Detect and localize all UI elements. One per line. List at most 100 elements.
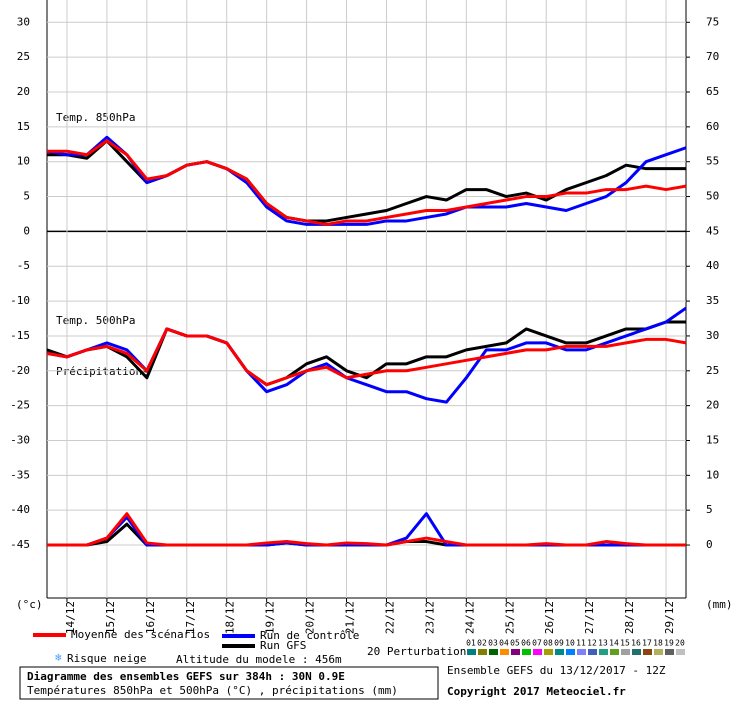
perturbation-number: 13	[598, 639, 608, 648]
info-title: Diagramme des ensembles GEFS sur 384h : …	[27, 670, 345, 683]
perturbation-swatch	[676, 649, 685, 655]
perturbation-number: 09	[554, 639, 564, 648]
y-tick-label: -35	[10, 468, 30, 481]
x-tick-label: 28/12	[623, 601, 636, 634]
legend-label: Run GFS	[260, 639, 306, 652]
perturbation-swatch	[467, 649, 476, 655]
copyright: Copyright 2017 Meteociel.fr	[447, 685, 626, 698]
perturbation-number: 08	[543, 639, 553, 648]
series-line	[46, 327, 687, 387]
y-tick-label: -10	[10, 294, 30, 307]
snow-label: Risque neige	[67, 652, 146, 665]
panel-label: Temp. 850hPa	[56, 111, 135, 124]
panel-label: Temp. 500hPa	[56, 314, 135, 327]
perturbation-swatch	[500, 649, 509, 655]
y-tick-label: 10	[17, 155, 30, 168]
x-tick-label: 20/12	[304, 601, 317, 634]
perturbation-swatch	[555, 649, 564, 655]
y2-unit: (mm)	[706, 598, 733, 611]
perturbation-swatch	[665, 649, 674, 655]
legend-label: Moyenne des scénarios	[71, 628, 210, 641]
perturbation-swatch	[599, 649, 608, 655]
perturbation-number: 12	[587, 639, 597, 648]
x-tick-label: 14/12	[64, 601, 77, 634]
y-tick-label: -15	[10, 329, 30, 342]
y2-tick-label: 15	[706, 433, 719, 446]
y2-tick-label: 40	[706, 259, 719, 272]
y-tick-label: 5	[23, 190, 30, 203]
info-box	[19, 666, 439, 700]
y2-tick-label: 70	[706, 50, 719, 63]
series-line	[47, 512, 686, 547]
y-tick-label: 25	[17, 50, 30, 63]
y-tick-label: 15	[17, 120, 30, 133]
y2-tick-label: 35	[706, 294, 719, 307]
perturbation-number: 05	[510, 639, 520, 648]
y2-tick-label: 60	[706, 120, 719, 133]
perturbation-number: 20	[675, 639, 685, 648]
y2-tick-label: 20	[706, 399, 719, 412]
series-line	[46, 320, 686, 387]
series-line	[47, 139, 687, 226]
x-tick-label: 18/12	[224, 601, 237, 634]
x-tick-label: 26/12	[543, 601, 556, 634]
y-tick-label: -30	[10, 433, 30, 446]
perturbation-swatch	[544, 649, 553, 655]
panel-label: Précipitations	[56, 365, 149, 378]
y-tick-label: 20	[17, 85, 30, 98]
x-tick-label: 21/12	[344, 601, 357, 634]
perturbation-number: 19	[664, 639, 674, 648]
perturbation-number: 03	[488, 639, 498, 648]
x-tick-label: 15/12	[104, 601, 117, 634]
perturbations-label: 20 Perturbations	[367, 645, 473, 658]
perturbation-swatch	[621, 649, 630, 655]
y-tick-label: 30	[17, 15, 30, 28]
x-tick-label: 22/12	[383, 601, 396, 634]
perturbation-number: 06	[521, 639, 531, 648]
perturbation-number: 01	[466, 639, 476, 648]
perturbation-number: 18	[653, 639, 663, 648]
perturbation-swatch	[588, 649, 597, 655]
y2-tick-label: 75	[706, 15, 719, 28]
perturbation-swatch	[610, 649, 619, 655]
x-tick-label: 16/12	[144, 601, 157, 634]
perturbation-swatch	[522, 649, 531, 655]
x-tick-label: 24/12	[463, 601, 476, 634]
altitude: Altitude du modele : 456m	[176, 653, 342, 666]
y-tick-label: -5	[17, 259, 30, 272]
y2-tick-label: 5	[706, 503, 713, 516]
perturbation-swatch	[654, 649, 663, 655]
y2-tick-label: 55	[706, 155, 719, 168]
perturbation-number: 17	[642, 639, 652, 648]
y-tick-label: -25	[10, 399, 30, 412]
info-subtitle: Températures 850hPa et 500hPa (°C) , pré…	[27, 684, 398, 697]
x-tick-label: 23/12	[423, 601, 436, 634]
run-info: Ensemble GEFS du 13/12/2017 - 12Z	[447, 664, 666, 677]
perturbation-number: 11	[576, 639, 586, 648]
perturbation-swatch	[533, 649, 542, 655]
y-unit: (°c)	[16, 598, 43, 611]
y2-tick-label: 0	[706, 538, 713, 551]
y2-tick-label: 65	[706, 85, 719, 98]
perturbation-number: 16	[631, 639, 641, 648]
perturbation-swatch	[478, 649, 487, 655]
y2-tick-label: 50	[706, 190, 719, 203]
perturbation-number: 10	[565, 639, 575, 648]
x-tick-label: 19/12	[264, 601, 277, 634]
perturbation-swatch	[566, 649, 575, 655]
y2-tick-label: 45	[706, 224, 719, 237]
legend-label: Run de contrôle	[260, 629, 359, 642]
perturbation-number: 14	[609, 639, 619, 648]
perturbation-number: 15	[620, 639, 630, 648]
perturbation-number: 07	[532, 639, 542, 648]
perturbation-swatch	[577, 649, 586, 655]
snow-icon: ❄	[55, 651, 62, 664]
x-tick-label: 27/12	[583, 601, 596, 634]
perturbation-swatch	[632, 649, 641, 655]
perturbation-swatch	[511, 649, 520, 655]
x-tick-label: 17/12	[184, 601, 197, 634]
y-tick-label: -45	[10, 538, 30, 551]
